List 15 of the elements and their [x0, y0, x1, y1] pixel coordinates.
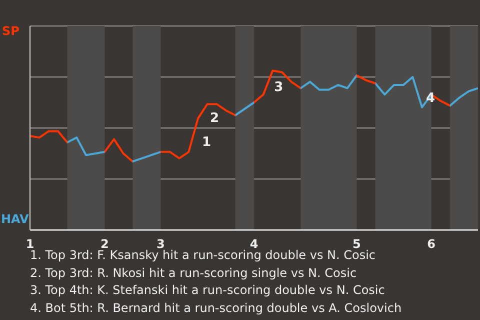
text: SP — [2, 24, 20, 38]
text: HAV — [1, 212, 29, 226]
x-tick-label: 1 — [26, 237, 34, 251]
annotation: 2 — [210, 111, 220, 126]
x-tick-label: 3 — [156, 237, 165, 251]
annotation: 3 — [274, 80, 284, 96]
annotation: 1 — [202, 135, 211, 150]
text: 3. Top 4th: K. Stefanski hit a run-scoring double vs N. Cosic — [30, 282, 386, 299]
text: 1. Top 3rd: F. Ksansky hit a run-scoring double vs N. Cosic — [30, 248, 376, 262]
x-tick-label: 4 — [250, 237, 258, 251]
x-tick-label: 6 — [427, 237, 436, 251]
x-tick-label: 2 — [100, 237, 109, 251]
x-tick-label: 5 — [352, 237, 361, 251]
text: 4. Bot 5th: R. Bernard hit a run-scoring double vs A. Coslovich — [30, 300, 403, 316]
text: 2. Top 3rd: R. Nkosi hit a run-scoring single vs N. Cosic — [30, 264, 358, 282]
